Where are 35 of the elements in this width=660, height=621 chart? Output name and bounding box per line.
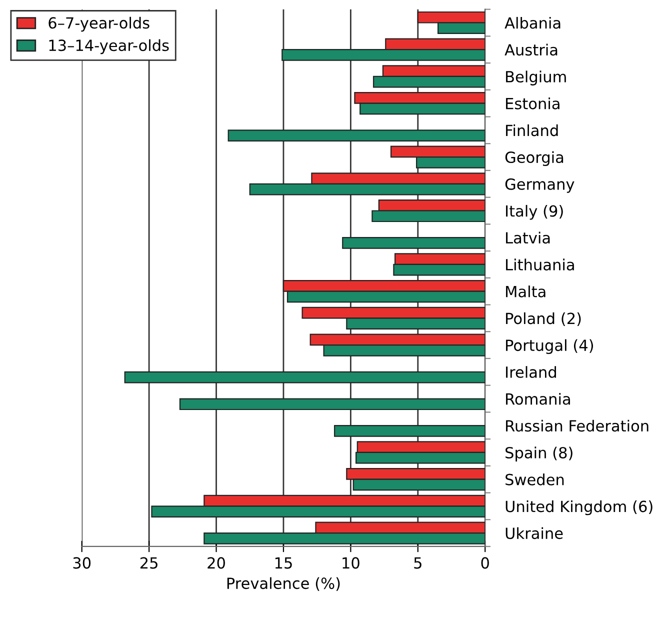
x-axis-title: Prevalence (%) xyxy=(227,577,340,591)
x-tick-label: 5 xyxy=(414,557,422,569)
y-tick-label: Spain (8) xyxy=(506,446,572,462)
y-tick-label: Germany xyxy=(505,178,574,193)
y-tick-label: Finland xyxy=(506,124,558,136)
y-tick-label: Russian Federation xyxy=(506,420,648,432)
x-tick-label: 15 xyxy=(275,557,292,569)
y-tick-label: Romania xyxy=(506,392,570,405)
y-tick-label: Austria xyxy=(504,44,558,56)
x-tick-label: 20 xyxy=(208,557,225,569)
x-tick-label: 10 xyxy=(342,557,360,569)
y-tick-label: Ukraine xyxy=(506,527,563,540)
bar xyxy=(228,130,486,142)
y-tick-label: Poland (2) xyxy=(506,312,581,326)
bar xyxy=(179,398,486,410)
y-tick-label: Georgia xyxy=(505,151,564,166)
x-tick-label: 0 xyxy=(481,557,489,569)
bar xyxy=(124,371,486,384)
bar xyxy=(342,237,486,249)
y-tick-label: United Kingdom (6) xyxy=(506,500,652,516)
legend-label: 6–7-year-olds xyxy=(48,16,150,32)
y-tick-label: Belgium xyxy=(506,70,566,86)
y-tick-label: Ireland xyxy=(506,366,556,378)
y-tick-label: Albania xyxy=(504,16,560,29)
legend-label: 13–14-year-olds xyxy=(49,39,169,54)
y-tick-label: Malta xyxy=(506,286,546,298)
y-tick-label: Lithuania xyxy=(506,258,574,270)
bar xyxy=(334,425,486,437)
x-tick-label: 30 xyxy=(73,557,91,569)
y-tick-label: Estonia xyxy=(506,98,560,110)
y-tick-label: Latvia xyxy=(506,232,550,244)
y-tick-label: Portugal (4) xyxy=(506,339,593,354)
y-tick-label: Sweden xyxy=(506,474,564,486)
y-tick-label: Italy (9) xyxy=(506,204,563,220)
x-tick-label: 25 xyxy=(140,557,158,569)
